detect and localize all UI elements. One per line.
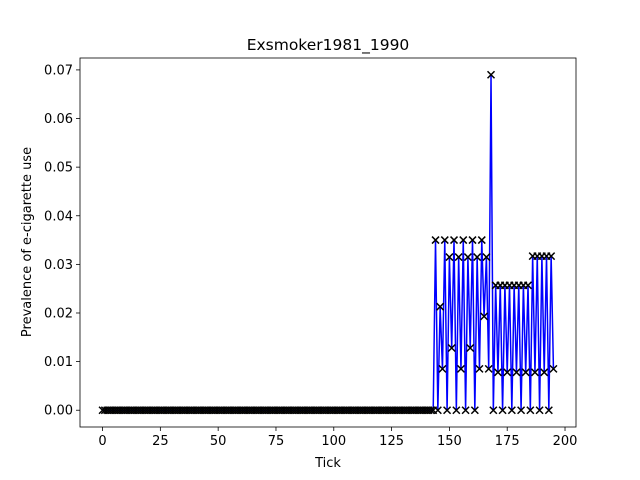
- marker: [489, 406, 498, 415]
- marker: [426, 406, 435, 415]
- x-tick-label: 0: [98, 434, 106, 449]
- marker: [475, 364, 484, 373]
- x-axis-label: Tick: [314, 456, 341, 471]
- marker: [466, 343, 475, 353]
- marker: [523, 281, 533, 290]
- x-tick-label: 100: [321, 434, 346, 449]
- marker: [456, 364, 465, 373]
- marker: [512, 368, 521, 377]
- marker: [517, 406, 526, 415]
- chart-title: Exsmoker1981_1990: [247, 36, 410, 55]
- marker: [452, 406, 461, 415]
- marker: [521, 368, 530, 377]
- marker: [440, 236, 449, 245]
- marker: [484, 364, 493, 373]
- marker: [459, 236, 468, 245]
- marker: [549, 364, 558, 373]
- marker: [477, 236, 486, 245]
- marker: [461, 406, 470, 415]
- marker: [493, 368, 502, 377]
- y-tick-label: 0.03: [44, 258, 73, 273]
- marker: [547, 252, 556, 261]
- marker: [433, 406, 442, 415]
- y-tick-label: 0.01: [44, 355, 73, 370]
- x-tick-label: 125: [379, 434, 404, 449]
- x-tick-label: 175: [495, 434, 520, 449]
- y-tick-label: 0.06: [44, 112, 73, 127]
- marker: [470, 406, 479, 415]
- y-axis-label: Prevalence of e-cigarette use: [20, 147, 35, 337]
- marker: [480, 312, 489, 321]
- marker: [540, 368, 549, 377]
- marker: [530, 368, 539, 377]
- marker: [445, 253, 454, 262]
- plot-frame: [79, 57, 577, 428]
- marker: [454, 253, 463, 262]
- y-tick-label: 0.02: [44, 306, 73, 321]
- marker: [526, 406, 535, 415]
- marker: [443, 406, 452, 415]
- marker: [482, 253, 491, 262]
- x-tick-label: 50: [210, 434, 227, 449]
- y-tick-label: 0.00: [44, 404, 73, 419]
- marker: [436, 302, 445, 311]
- x-tick-label: 150: [437, 434, 462, 449]
- marker: [447, 343, 456, 353]
- x-tick-label: 25: [152, 434, 169, 449]
- marker: [503, 368, 512, 377]
- y-tick-label: 0.04: [44, 209, 73, 224]
- marker: [463, 253, 472, 262]
- marker: [473, 253, 482, 262]
- marker: [507, 406, 516, 415]
- x-tick-label: 75: [268, 434, 285, 449]
- y-tick-label: 0.05: [44, 161, 73, 176]
- marker: [449, 236, 459, 245]
- marker: [498, 406, 507, 415]
- y-tick-label: 0.07: [44, 63, 73, 78]
- marker: [535, 406, 544, 415]
- x-tick-label: 200: [553, 434, 578, 449]
- marker: [544, 406, 553, 415]
- marker: [486, 70, 496, 79]
- marker: [431, 236, 440, 245]
- marker: [468, 236, 477, 245]
- line: [102, 74, 555, 411]
- marker: [438, 364, 447, 373]
